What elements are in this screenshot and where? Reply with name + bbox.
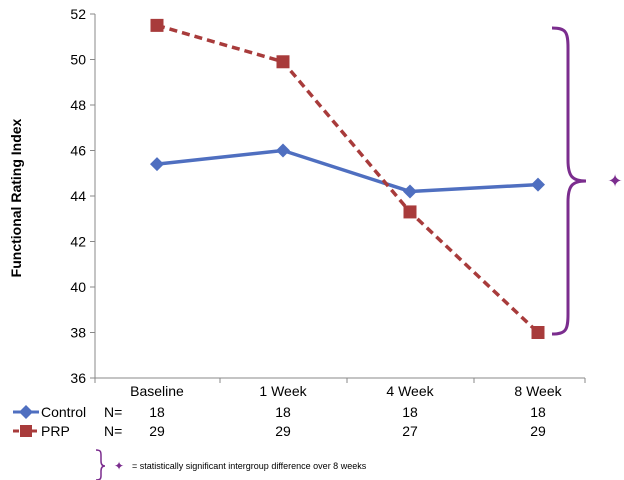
x-tick-label: 8 Week — [514, 383, 562, 399]
y-axis-title: Functional Rating Index — [8, 118, 24, 277]
x-axis-ticks: Baseline 1 Week 4 Week 8 Week — [94, 378, 586, 399]
y-tick-label: 48 — [70, 97, 86, 113]
y-tick-label: 42 — [70, 234, 86, 250]
footnote-star-icon: ✦ — [114, 459, 124, 473]
n-value: 18 — [530, 404, 546, 420]
x-tick-label: 4 Week — [386, 383, 434, 399]
n-value: 29 — [149, 423, 165, 439]
y-tick-label: 36 — [70, 370, 86, 386]
n-table: Control N= 18 18 18 18 PRP N= 29 29 27 29 — [13, 404, 546, 439]
n-value: 27 — [402, 423, 418, 439]
legend-control-label: Control — [41, 404, 86, 420]
n-value: 18 — [402, 404, 418, 420]
n-value: 29 — [275, 423, 291, 439]
series-control-point — [403, 184, 417, 199]
series-prp-line — [156, 23, 540, 334]
n-value: 29 — [530, 423, 546, 439]
y-tick-label: 40 — [70, 279, 86, 295]
legend-control-marker — [19, 405, 33, 419]
significance-annotation: ✦ — [551, 26, 623, 336]
y-tick-label: 38 — [70, 325, 86, 341]
series-control-line — [156, 148, 539, 194]
n-label: N= — [104, 423, 122, 439]
y-tick-label: 44 — [70, 188, 86, 204]
legend-prp-marker — [20, 425, 32, 437]
series-prp-point — [150, 18, 164, 32]
series-control-point — [531, 177, 545, 192]
footnote-bracket — [95, 449, 106, 480]
series-control-point — [276, 143, 290, 158]
footnote: ✦ = statistically significant intergroup… — [95, 449, 367, 480]
series-prp-point — [531, 326, 545, 339]
legend-prp-label: PRP — [41, 423, 70, 439]
significance-bracket — [551, 26, 587, 336]
series-prp-point — [276, 55, 290, 69]
series-control-point — [150, 157, 164, 172]
x-tick-label: 1 Week — [259, 383, 307, 399]
n-label: N= — [104, 404, 122, 420]
y-axis-ticks: 36 38 40 42 44 46 48 50 52 — [70, 6, 95, 386]
n-value: 18 — [149, 404, 165, 420]
n-value: 18 — [275, 404, 291, 420]
y-tick-label: 50 — [70, 52, 86, 68]
series-prp-point — [403, 205, 417, 219]
footnote-text: = statistically significant intergroup d… — [132, 461, 367, 471]
y-tick-label: 52 — [70, 6, 86, 22]
x-tick-label: Baseline — [130, 383, 184, 399]
y-tick-label: 46 — [70, 143, 86, 159]
series-layer — [150, 18, 545, 339]
significance-star-icon: ✦ — [607, 171, 622, 192]
